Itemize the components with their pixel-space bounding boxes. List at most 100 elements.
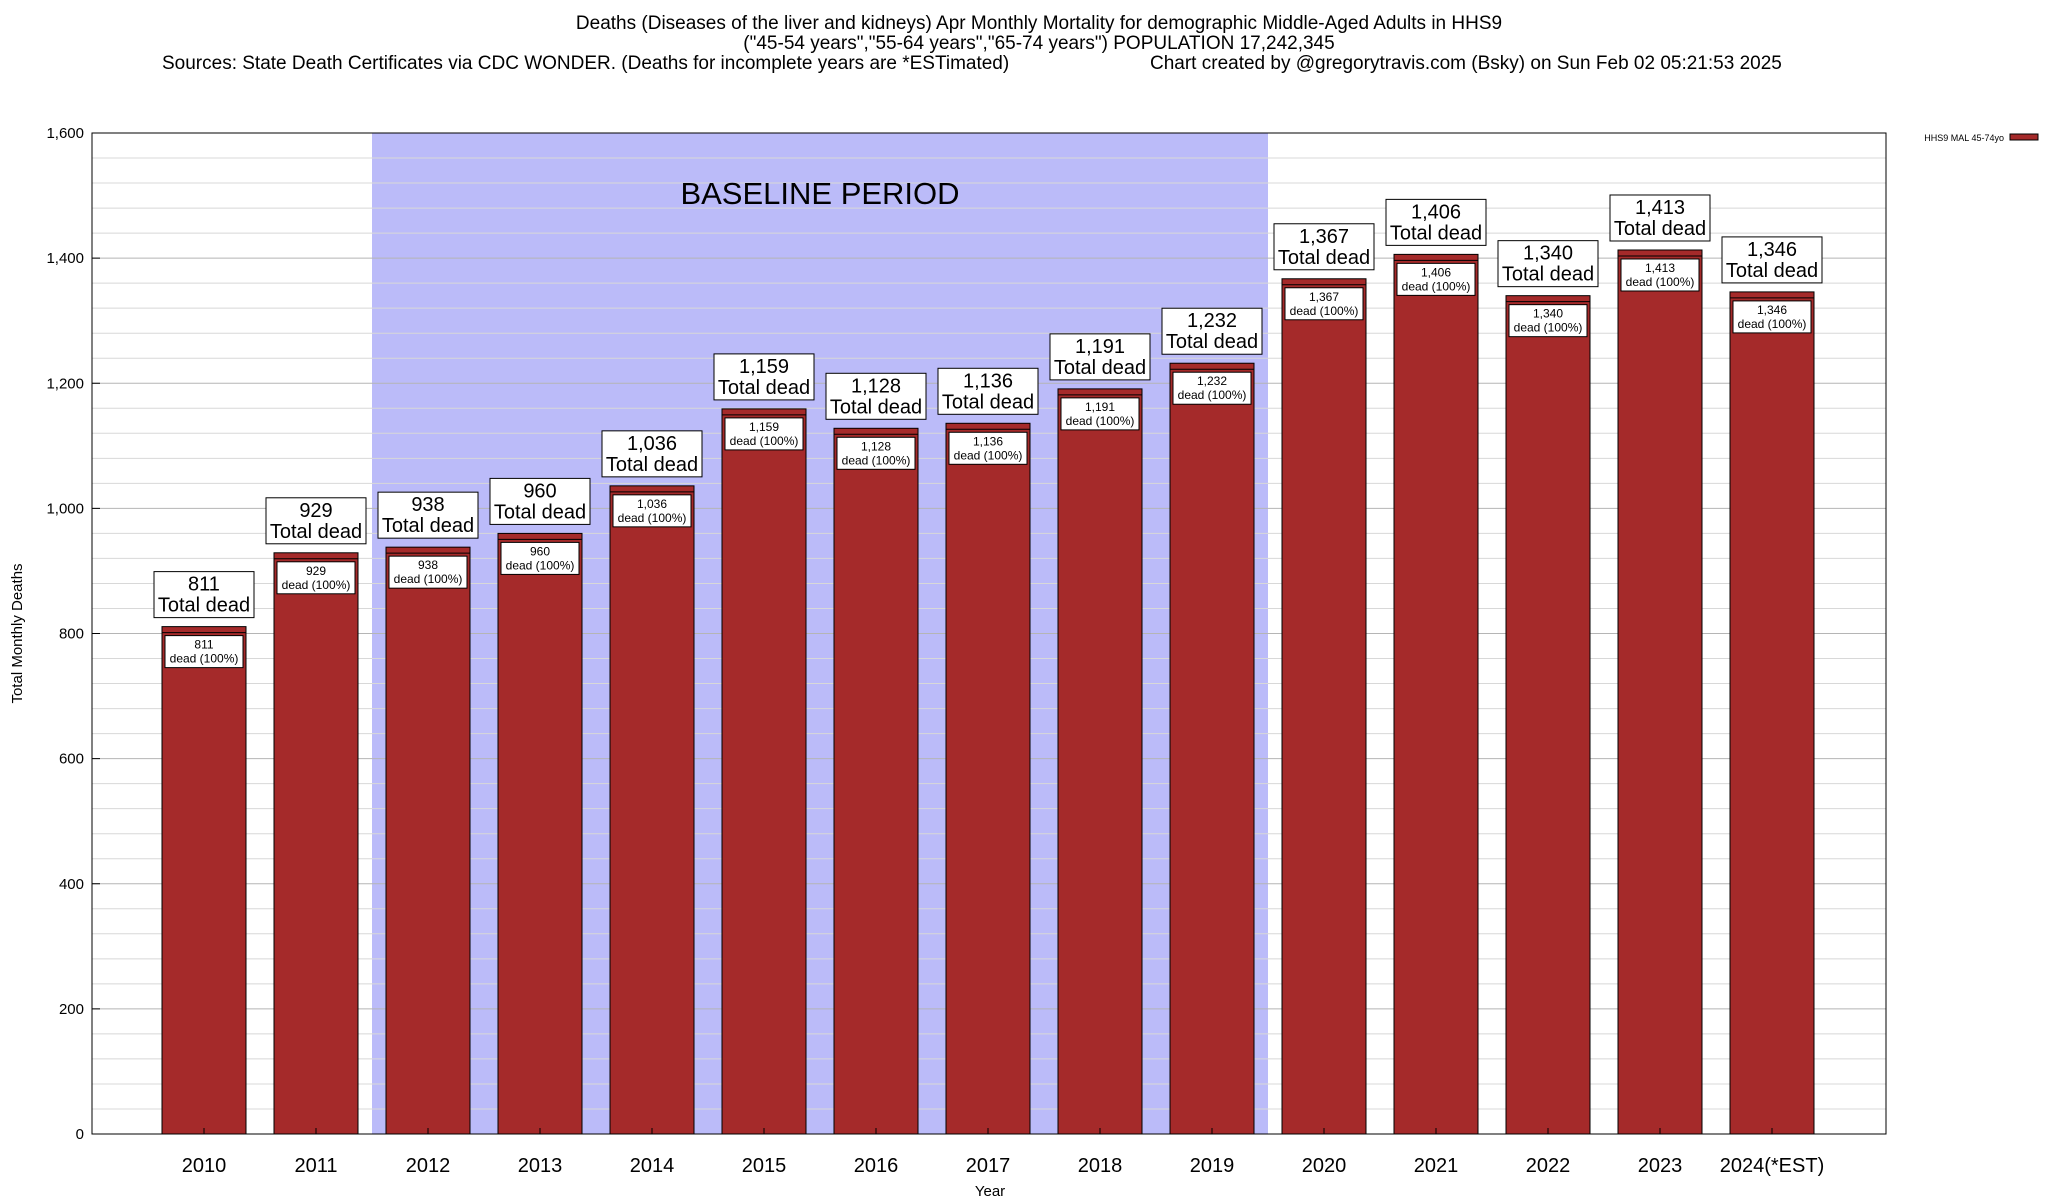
total-label-box — [713, 353, 815, 401]
total-label-box — [153, 571, 255, 619]
bar — [1057, 388, 1143, 1135]
inner-value-label: 811 — [194, 638, 213, 652]
total-value-label: 1,128 — [851, 375, 901, 397]
x-tick-label: 2011 — [294, 1155, 337, 1177]
total-label-box — [1497, 240, 1599, 288]
total-label-box — [601, 430, 703, 478]
inner-label-box — [388, 555, 468, 589]
bar — [609, 485, 695, 1135]
inner-percent-label: dead (100%) — [506, 558, 575, 572]
total-label-box — [1609, 194, 1711, 242]
inner-value-label: 938 — [418, 558, 438, 572]
y-tick-label: 200 — [59, 1001, 84, 1018]
x-tick-label: 2023 — [1638, 1155, 1683, 1177]
total-value-label: 960 — [523, 480, 556, 502]
bar — [1505, 295, 1591, 1135]
total-label-box — [377, 491, 479, 539]
x-tick-label: 2010 — [182, 1155, 227, 1177]
total-label-box — [1721, 236, 1823, 284]
total-dead-label: Total dead — [270, 521, 362, 543]
x-tick-label: 2020 — [1302, 1155, 1347, 1177]
inner-label-box — [836, 436, 916, 470]
y-tick-label: 1,600 — [46, 125, 84, 142]
inner-percent-label: dead (100%) — [842, 453, 911, 467]
inner-percent-label: dead (100%) — [1066, 414, 1135, 428]
x-tick-label: 2012 — [406, 1155, 451, 1177]
inner-value-label: 1,340 — [1533, 307, 1563, 321]
inner-label-box — [1396, 262, 1476, 296]
total-value-label: 811 — [188, 574, 220, 596]
bar — [1393, 253, 1479, 1135]
y-tick-label: 1,200 — [46, 375, 84, 392]
chart-credit-note: Chart created by @gregorytravis.com (Bsk… — [1150, 53, 1782, 74]
inner-percent-label: dead (100%) — [618, 511, 687, 525]
x-tick-label: 2024(*EST) — [1720, 1155, 1825, 1177]
total-dead-label: Total dead — [1278, 247, 1370, 269]
bar — [161, 626, 247, 1135]
inner-percent-label: dead (100%) — [394, 572, 463, 586]
inner-value-label: 929 — [306, 564, 326, 578]
y-tick-label: 1,400 — [46, 250, 84, 267]
total-label-box — [1161, 307, 1263, 355]
total-value-label: 1,191 — [1075, 336, 1125, 358]
inner-label-box — [1172, 371, 1252, 405]
total-dead-label: Total dead — [382, 515, 474, 537]
total-label-box — [1385, 198, 1487, 246]
x-tick-label: 2014 — [630, 1155, 675, 1177]
total-label-box — [1273, 223, 1375, 271]
inner-percent-label: dead (100%) — [1626, 275, 1695, 289]
inner-label-box — [276, 561, 356, 595]
inner-percent-label: dead (100%) — [730, 434, 799, 448]
y-tick-label: 1,000 — [46, 500, 84, 517]
total-value-label: 938 — [411, 494, 444, 516]
x-tick-label: 2022 — [1526, 1155, 1571, 1177]
inner-value-label: 1,406 — [1421, 265, 1451, 279]
bar — [385, 546, 471, 1135]
total-dead-label: Total dead — [494, 501, 586, 523]
inner-label-box — [948, 431, 1028, 465]
chart-source-note: Sources: State Death Certificates via CD… — [162, 53, 1010, 74]
y-tick-label: 600 — [59, 751, 84, 768]
inner-label-box — [1060, 397, 1140, 431]
total-label-box — [265, 497, 367, 545]
total-dead-label: Total dead — [1054, 357, 1146, 379]
total-dead-label: Total dead — [158, 595, 250, 617]
total-value-label: 1,159 — [739, 356, 789, 378]
bar — [1617, 249, 1703, 1135]
total-dead-label: Total dead — [1614, 218, 1706, 240]
bar — [273, 552, 359, 1135]
x-tick-label: 2019 — [1190, 1155, 1235, 1177]
bar — [721, 408, 807, 1135]
inner-percent-label: dead (100%) — [1290, 304, 1359, 318]
x-tick-label: 2016 — [854, 1155, 899, 1177]
x-axis-label: Year — [975, 1183, 1005, 1200]
inner-value-label: 1,191 — [1085, 400, 1115, 414]
inner-value-label: 1,413 — [1645, 261, 1675, 275]
total-dead-label: Total dead — [1502, 264, 1594, 286]
legend-label: HHS9 MAL 45-74yo — [1924, 133, 2004, 143]
x-tick-label: 2015 — [742, 1155, 787, 1177]
x-tick-label: 2021 — [1414, 1155, 1459, 1177]
inner-value-label: 1,128 — [861, 439, 891, 453]
chart-title-line-1: Deaths (Diseases of the liver and kidney… — [575, 13, 1503, 34]
legend-swatch — [2009, 133, 2039, 141]
inner-label-box — [1620, 258, 1700, 292]
inner-percent-label: dead (100%) — [1738, 317, 1807, 331]
baseline-period-label: BASELINE PERIOD — [680, 176, 959, 211]
total-value-label: 1,036 — [627, 433, 677, 455]
inner-value-label: 1,136 — [973, 434, 1003, 448]
total-dead-label: Total dead — [1390, 222, 1482, 244]
y-tick-label: 400 — [59, 876, 84, 893]
inner-percent-label: dead (100%) — [954, 448, 1023, 462]
total-label-box — [937, 367, 1039, 415]
total-label-box — [489, 477, 591, 525]
total-label-box — [1049, 333, 1151, 381]
total-value-label: 1,340 — [1523, 243, 1573, 265]
inner-label-box — [500, 541, 580, 575]
inner-label-box — [612, 494, 692, 528]
inner-label-box — [164, 635, 244, 669]
total-dead-label: Total dead — [942, 391, 1034, 413]
total-value-label: 1,413 — [1635, 197, 1685, 219]
total-value-label: 1,406 — [1411, 201, 1461, 223]
